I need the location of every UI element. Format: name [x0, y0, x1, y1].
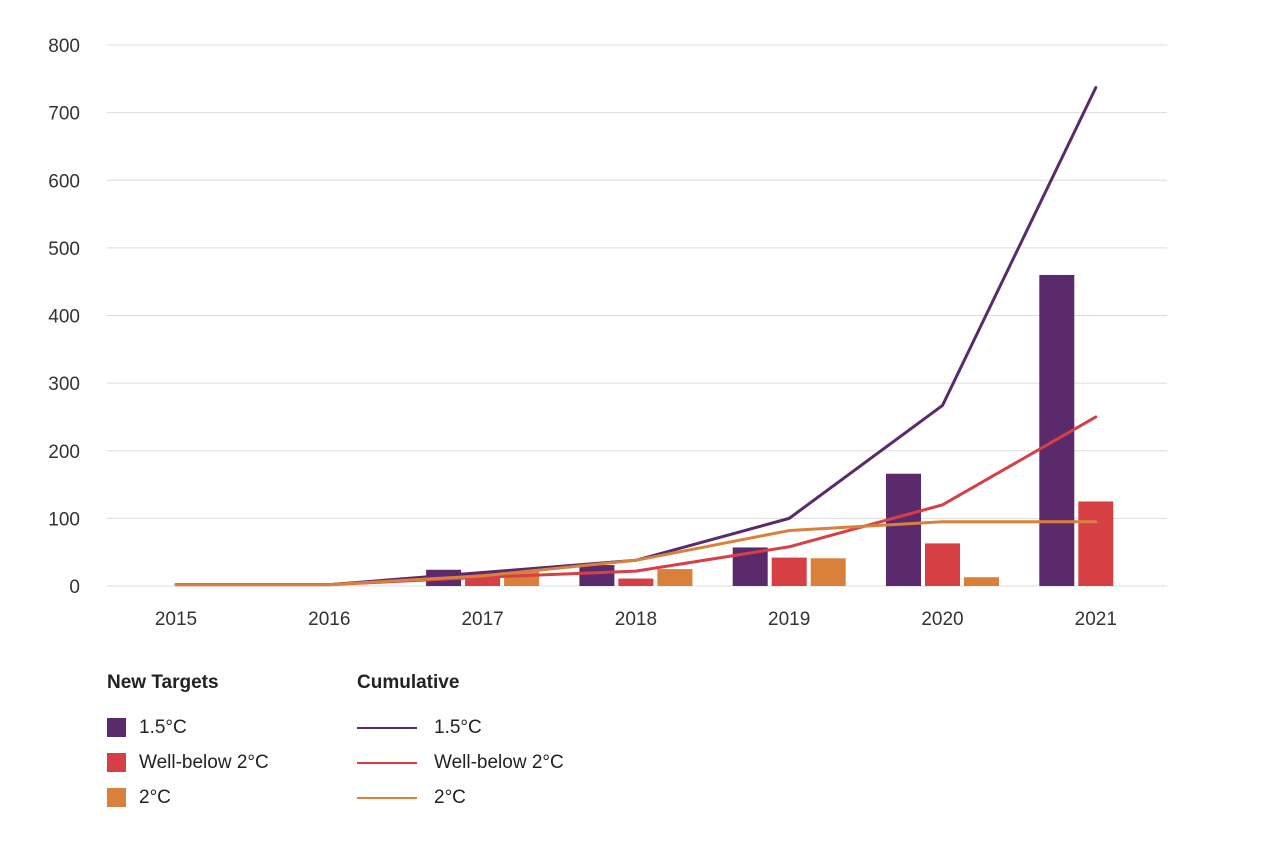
x-tick-label-2020: 2020: [921, 609, 963, 630]
y-tick-label-400: 400: [48, 307, 80, 328]
legend-cumulative: Cumulative 1.5°C Well-below 2°C 2°C: [357, 672, 564, 815]
legend-label-bar-1-5c: 1.5°C: [139, 716, 187, 738]
y-tick-label-600: 600: [48, 171, 80, 192]
legend-item-bar-2c[interactable]: 2°C: [107, 780, 269, 815]
legend-label-line-well-below-2c: Well-below 2°C: [434, 751, 564, 773]
legend-item-line-1-5c[interactable]: 1.5°C: [357, 710, 564, 745]
legend-cumulative-title: Cumulative: [357, 672, 460, 693]
y-tick-label-200: 200: [48, 442, 80, 463]
y-tick-label-800: 800: [48, 36, 80, 57]
legend-new-targets: New Targets 1.5°C Well-below 2°C 2°C: [107, 672, 269, 815]
legend-label-bar-2c: 2°C: [139, 786, 171, 808]
y-tick-label-700: 700: [48, 104, 80, 125]
legend-item-bar-1-5c[interactable]: 1.5°C: [107, 710, 269, 745]
bar-2c-2018: [657, 569, 693, 586]
bar-well-below-2c-2020: [925, 543, 960, 586]
bar-well-below-2c-2021: [1078, 501, 1114, 586]
chart-plot-area: 0 100 200 300 400 500 600 700 800 2015 2016 2017 201…: [48, 36, 1167, 630]
legend-swatch-line-1-5c: [357, 726, 417, 729]
legend-swatch-bar-well-below-2c: [107, 753, 126, 772]
bar-well-below-2c-2018: [618, 578, 654, 586]
legend-label-line-2c: 2°C: [434, 786, 466, 808]
legend-item-line-2c[interactable]: 2°C: [357, 780, 564, 815]
legend-label-line-1-5c: 1.5°C: [434, 716, 482, 738]
y-tick-label-300: 300: [48, 374, 80, 395]
legend-swatch-bar-2c: [107, 788, 126, 807]
legend-swatch-line-well-below-2c: [357, 761, 417, 764]
legend-item-bar-well-below-2c[interactable]: Well-below 2°C: [107, 745, 269, 780]
x-tick-label-2021: 2021: [1075, 609, 1117, 630]
bar-1-5c-2021: [1039, 274, 1075, 586]
bar-2c-2019: [810, 558, 846, 586]
bar-2c-2020: [964, 577, 999, 586]
bar-1-5c-2020: [886, 473, 921, 586]
y-tick-label-500: 500: [48, 239, 80, 260]
legend-swatch-bar-1-5c: [107, 718, 126, 737]
legend-item-line-well-below-2c[interactable]: Well-below 2°C: [357, 745, 564, 780]
line-cumulative-2c: [174, 520, 1098, 587]
y-tick-label-100: 100: [48, 509, 80, 530]
x-tick-label-2018: 2018: [615, 609, 657, 630]
legend-new-targets-title: New Targets: [107, 672, 219, 693]
bar-well-below-2c-2019: [771, 557, 807, 586]
x-tick-label-2015: 2015: [155, 609, 197, 630]
legend-label-bar-well-below-2c: Well-below 2°C: [139, 751, 269, 773]
x-tick-label-2019: 2019: [768, 609, 810, 630]
line-cumulative-1-5c: [174, 86, 1098, 587]
legend-swatch-line-2c: [357, 796, 417, 799]
y-tick-label-0: 0: [69, 577, 80, 598]
bar-1-5c-2018: [579, 565, 615, 586]
x-tick-label-2016: 2016: [308, 609, 350, 630]
x-tick-label-2017: 2017: [461, 609, 503, 630]
